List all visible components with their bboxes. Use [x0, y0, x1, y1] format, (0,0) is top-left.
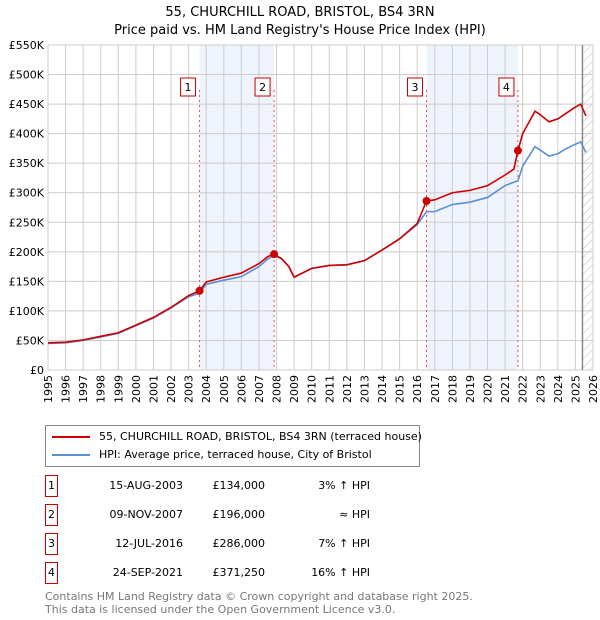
sale-date: 09-NOV-2007	[109, 508, 183, 521]
x-tick-label: 2004	[200, 375, 213, 403]
x-tick-label: 1998	[95, 375, 108, 403]
sale-date: 24-SEP-2021	[112, 566, 183, 579]
x-tick-label: 2015	[394, 375, 407, 403]
x-tick-label: 2008	[271, 375, 284, 403]
sale-period-shading	[199, 45, 275, 370]
y-tick-label: £400K	[9, 128, 45, 141]
footer: Contains HM Land Registry data © Crown c…	[45, 590, 473, 616]
sale-period-shading	[426, 45, 518, 370]
x-tick-label: 2007	[253, 375, 266, 403]
sale-row: 3 12-JUL-2016 £286,000 7% ↑ HPI	[45, 533, 375, 555]
sale-point	[195, 286, 204, 295]
sale-row: 2 09-NOV-2007 £196,000 ≈ HPI	[45, 504, 375, 526]
sale-number-badge: 4	[45, 562, 58, 584]
x-tick-label: 2013	[358, 375, 371, 403]
legend-label: 55, CHURCHILL ROAD, BRISTOL, BS4 3RN (te…	[99, 430, 422, 443]
legend-item-property: 55, CHURCHILL ROAD, BRISTOL, BS4 3RN (te…	[52, 428, 422, 446]
sale-label-number: 1	[185, 81, 192, 94]
sale-point	[422, 197, 431, 205]
footer-line: This data is licensed under the Open Gov…	[45, 603, 396, 616]
x-tick-label: 1999	[112, 375, 125, 403]
x-tick-label: 2009	[288, 375, 301, 403]
subtitle-line: Price paid vs. HM Land Registry's House …	[114, 23, 486, 38]
footer-line: Contains HM Land Registry data © Crown c…	[45, 590, 473, 603]
y-tick-label: £50K	[16, 334, 45, 347]
legend-label: HPI: Average price, terraced house, City…	[99, 448, 372, 461]
x-tick-label: 2026	[587, 375, 600, 403]
x-tick-label: 2010	[306, 375, 319, 403]
sale-price: £371,250	[212, 566, 266, 579]
chart-title: 55, CHURCHILL ROAD, BRISTOL, BS4 3RN Pric…	[0, 4, 600, 40]
x-tick-label: 2023	[534, 375, 547, 403]
sale-date: 15-AUG-2003	[109, 479, 183, 492]
x-tick-label: 2006	[235, 375, 248, 403]
x-tick-label: 2025	[569, 375, 582, 403]
sale-hpi-diff: 7% ↑ HPI	[318, 537, 370, 550]
price-chart: £0 £50K £100K £150K £200K £250K £300K £350K £400…	[9, 39, 600, 403]
legend: 55, CHURCHILL ROAD, BRISTOL, BS4 3RN (te…	[45, 425, 422, 467]
x-tick-label: 1997	[77, 375, 90, 403]
sale-row: 4 24-SEP-2021 £371,250 16% ↑ HPI	[45, 562, 375, 584]
sale-date: 12-JUL-2016	[115, 537, 183, 550]
sale-point	[270, 250, 279, 259]
y-tick-label: £100K	[9, 305, 45, 318]
sale-row: 1 15-AUG-2003 £134,000 3% ↑ HPI	[45, 475, 375, 497]
x-tick-label: 2002	[165, 375, 178, 403]
sale-label-box	[254, 77, 271, 97]
sale-label-box	[498, 77, 515, 97]
y-tick-label: £0	[30, 364, 44, 377]
sale-hpi-diff: 16% ↑ HPI	[311, 566, 370, 579]
y-tick-label: £200K	[9, 246, 45, 259]
x-tick-label: 2000	[130, 375, 143, 403]
x-tick-label: 2001	[147, 375, 160, 403]
property-line	[47, 102, 587, 344]
sale-label-number: 3	[412, 81, 419, 94]
y-tick-label: £550K	[9, 39, 45, 52]
future-hatch	[582, 45, 593, 370]
sale-label-box	[180, 77, 197, 97]
sale-hpi-diff: ≈ HPI	[339, 508, 370, 521]
title-line: 55, CHURCHILL ROAD, BRISTOL, BS4 3RN	[165, 5, 435, 20]
sale-price: £196,000	[212, 508, 266, 521]
x-tick-label: 2011	[323, 375, 336, 403]
x-tick-label: 2022	[517, 375, 530, 403]
x-tick-label: 2005	[218, 375, 231, 403]
x-tick-label: 2014	[376, 375, 389, 403]
sale-label-number: 4	[503, 81, 510, 94]
x-tick-label: 1996	[60, 375, 73, 403]
x-tick-label: 2020	[482, 375, 495, 403]
sale-price: £134,000	[212, 479, 266, 492]
legend-item-hpi: HPI: Average price, terraced house, City…	[52, 446, 372, 464]
blue-line-swatch	[52, 454, 90, 456]
y-tick-label: £250K	[9, 216, 45, 229]
x-tick-label: 2021	[499, 375, 512, 403]
x-tick-label: 2018	[446, 375, 459, 403]
sale-hpi-diff: 3% ↑ HPI	[318, 479, 370, 492]
y-tick-label: £150K	[9, 275, 45, 288]
sale-point	[513, 146, 522, 155]
sale-label-box	[407, 77, 424, 97]
x-tick-label: 2017	[429, 375, 442, 403]
sale-label-number: 2	[259, 81, 266, 94]
x-tick-label: 2016	[411, 375, 424, 403]
x-tick-label: 2012	[341, 375, 354, 403]
y-tick-label: £500K	[9, 69, 45, 82]
x-tick-label: 2019	[464, 375, 477, 403]
x-tick-label: 2003	[183, 375, 196, 403]
y-tick-label: £350K	[9, 157, 45, 170]
y-tick-label: £450K	[9, 98, 45, 111]
sale-number-badge: 2	[45, 504, 58, 526]
y-tick-label: £300K	[9, 187, 45, 200]
red-line-swatch	[52, 436, 90, 438]
sale-price: £286,000	[212, 537, 266, 550]
sale-number-badge: 1	[45, 475, 58, 497]
x-tick-label: 2024	[552, 375, 565, 403]
sale-number-badge: 3	[45, 533, 58, 555]
x-tick-label: 1995	[42, 375, 55, 403]
